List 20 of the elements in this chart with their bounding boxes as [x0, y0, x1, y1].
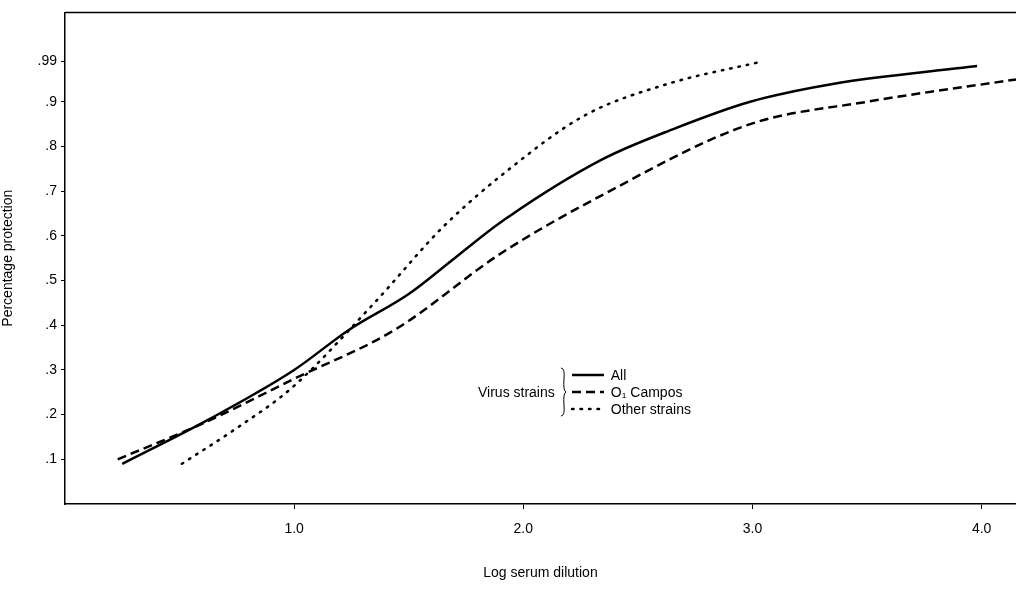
x-tick-label: 2.0 — [513, 520, 534, 537]
x-axis-title: Log serum dilution — [483, 564, 598, 581]
y-axis-title: Percentage protection — [0, 189, 16, 327]
y-tick-label: .8 — [45, 137, 58, 154]
x-tick-label: 1.0 — [284, 520, 305, 537]
y-tick-label: .9 — [45, 92, 58, 109]
legend-label: O₁ Campos — [610, 383, 683, 400]
y-tick-label: .1 — [45, 450, 58, 467]
legend-label: Other strains — [610, 400, 691, 417]
legend-label: All — [610, 366, 627, 383]
legend-title: Virus strains — [478, 383, 555, 400]
y-tick-label: .5 — [45, 271, 58, 288]
y-tick-label: .99 — [37, 52, 58, 69]
x-tick-label: 3.0 — [742, 520, 763, 537]
y-tick-label: .3 — [45, 360, 58, 377]
y-tick-label: .7 — [45, 182, 58, 199]
y-tick-label: .4 — [45, 316, 58, 333]
y-tick-label: .6 — [45, 226, 58, 243]
y-tick-label: .2 — [45, 405, 58, 422]
x-tick-label: 4.0 — [971, 520, 992, 537]
